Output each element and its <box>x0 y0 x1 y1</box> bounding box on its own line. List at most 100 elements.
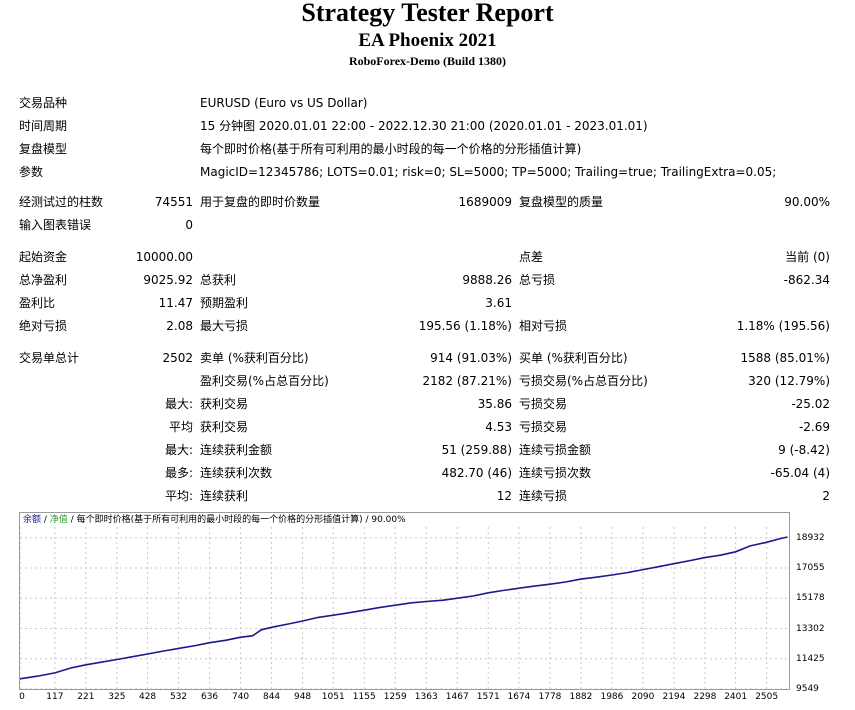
legend-model: 每个即时价格(基于所有可利用的最小时段的每一个价格的分形插值计算) <box>76 515 363 525</box>
max-consecutive-wins-value: 51 (259.88) <box>441 443 512 457</box>
legend-balance: 余额 <box>23 515 42 525</box>
profit-factor-label: 盈利比 <box>19 296 56 310</box>
x-tick-label: 117 <box>46 692 64 702</box>
average-consecutive-wins-value: 12 <box>496 489 512 503</box>
initial-deposit-value: 10000.00 <box>135 250 193 264</box>
long-positions-value: 1588 (85.01%) <box>740 351 830 365</box>
largest-prefix: 最大: <box>164 397 193 411</box>
y-tick-label: 18932 <box>796 532 825 543</box>
largest-profit-label: 获利交易 <box>200 397 249 411</box>
legend-quality: 90.00% <box>371 515 406 525</box>
x-tick-label: 844 <box>262 692 281 702</box>
x-tick-label: 1571 <box>476 692 500 702</box>
largest-loss-label: 亏损交易 <box>519 397 568 411</box>
maximal-consecutive-profit-label: 连续获利次数 <box>200 466 273 480</box>
x-tick-label: 2505 <box>755 692 779 702</box>
server-build: RoboForex-Demo (Build 1380) <box>348 54 507 68</box>
relative-drawdown-value: 1.18% (195.56) <box>736 319 830 333</box>
x-tick-label: 948 <box>293 692 312 702</box>
model-label: 复盘模型 <box>19 142 68 156</box>
net-profit-value: 9025.92 <box>143 273 193 287</box>
loss-trades-value: 320 (12.79%) <box>748 374 830 388</box>
x-tick-label: 2090 <box>631 692 655 702</box>
maximal-consecutive-loss-value: -65.04 (4) <box>770 466 831 480</box>
parameters-label: 参数 <box>19 165 44 179</box>
y-tick-label: 13302 <box>796 623 825 634</box>
y-tick-label: 11425 <box>796 653 825 664</box>
ticks-value: 1689009 <box>458 195 512 209</box>
errors-value: 0 <box>185 218 193 232</box>
balance-chart-svg <box>20 527 789 689</box>
legend-equity: 净值 <box>49 515 68 525</box>
x-tick-label: 1051 <box>321 692 345 702</box>
x-tick-label: 1363 <box>414 692 438 702</box>
x-tick-label: 325 <box>108 692 126 702</box>
x-tick-label: 1467 <box>445 692 469 702</box>
report-title: Strategy Tester Report <box>301 0 554 27</box>
gross-loss-label: 总亏损 <box>519 273 556 287</box>
ea-name: EA Phoenix 2021 <box>358 30 497 51</box>
largest-loss-value: -25.02 <box>791 397 830 411</box>
quality-label: 复盘模型的质量 <box>519 195 604 209</box>
x-tick-label: 221 <box>77 692 95 702</box>
ticks-label: 用于复盘的即时价数量 <box>200 195 321 209</box>
average-profit-label: 获利交易 <box>200 420 249 434</box>
x-tick-label: 1155 <box>352 692 376 702</box>
total-trades-value: 2502 <box>162 351 193 365</box>
average-loss-value: -2.69 <box>798 420 830 434</box>
average-loss-label: 亏损交易 <box>519 420 568 434</box>
gross-profit-label: 总获利 <box>200 273 237 287</box>
x-tick-label: 2298 <box>693 692 717 702</box>
max-consecutive-losses-label: 连续亏损金额 <box>519 443 592 457</box>
expected-payoff-value: 3.61 <box>485 296 512 310</box>
bars-label: 经测试过的柱数 <box>19 195 104 209</box>
balance-chart: 余额 / 净值 / 每个即时价格(基于所有可利用的最小时段的每一个价格的分形插值… <box>19 512 790 690</box>
absolute-drawdown-value: 2.08 <box>166 319 193 333</box>
x-tick-label: 636 <box>200 692 219 702</box>
x-tick-label: 1259 <box>383 692 407 702</box>
initial-deposit-label: 起始资金 <box>19 250 68 264</box>
quality-value: 90.00% <box>784 195 830 209</box>
balance-line <box>20 536 788 680</box>
y-tick-label: 15178 <box>796 593 825 604</box>
long-positions-label: 买单 (%获利百分比) <box>519 351 628 365</box>
short-positions-value: 914 (91.03%) <box>430 351 512 365</box>
parameters-value: MagicID=12345786; LOTS=0.01; risk=0; SL=… <box>200 165 777 179</box>
max-consecutive-prefix: 最大: <box>164 443 193 457</box>
chart-legend: 余额 / 净值 / 每个即时价格(基于所有可利用的最小时段的每一个价格的分形插值… <box>23 515 406 525</box>
average-consecutive-losses-label: 连续亏损 <box>519 489 568 503</box>
net-profit-label: 总净盈利 <box>19 273 68 287</box>
x-tick-label: 1674 <box>507 692 531 702</box>
expected-payoff-label: 预期盈利 <box>200 296 249 310</box>
bars-value: 74551 <box>154 195 193 209</box>
symbol-value: EURUSD (Euro vs US Dollar) <box>200 96 368 110</box>
relative-drawdown-label: 相对亏损 <box>519 319 568 333</box>
absolute-drawdown-label: 绝对亏损 <box>19 319 68 333</box>
average-profit-value: 4.53 <box>485 420 512 434</box>
x-tick-label: 1778 <box>538 692 562 702</box>
max-consecutive-losses-value: 9 (-8.42) <box>778 443 830 457</box>
gross-loss-value: -862.34 <box>783 273 830 287</box>
maximal-drawdown-label: 最大亏损 <box>200 319 249 333</box>
x-tick-label: 2194 <box>662 692 686 702</box>
x-tick-label: 0 <box>19 692 25 702</box>
maximal-drawdown-value: 195.56 (1.18%) <box>418 319 512 333</box>
x-tick-label: 1882 <box>569 692 593 702</box>
y-tick-label: 9549 <box>796 684 819 694</box>
profit-trades-value: 2182 (87.21%) <box>422 374 512 388</box>
x-tick-label: 1986 <box>600 692 624 702</box>
profit-trades-label: 盈利交易(%占总百分比) <box>200 374 329 388</box>
max-consecutive-wins-label: 连续获利金额 <box>200 443 273 457</box>
average-prefix: 平均 <box>168 420 193 434</box>
x-tick-label: 2401 <box>724 692 748 702</box>
largest-profit-value: 35.86 <box>477 397 512 411</box>
errors-label: 输入图表错误 <box>19 218 92 232</box>
x-tick-label: 428 <box>138 692 157 702</box>
loss-trades-label: 亏损交易(%占总百分比) <box>519 374 648 388</box>
maximal-consecutive-profit-value: 482.70 (46) <box>441 466 512 480</box>
profit-factor-value: 11.47 <box>158 296 193 310</box>
spread-value: 当前 (0) <box>785 250 830 264</box>
x-tick-label: 532 <box>169 692 188 702</box>
total-trades-label: 交易单总计 <box>19 351 80 365</box>
y-tick-label: 17055 <box>796 563 825 574</box>
